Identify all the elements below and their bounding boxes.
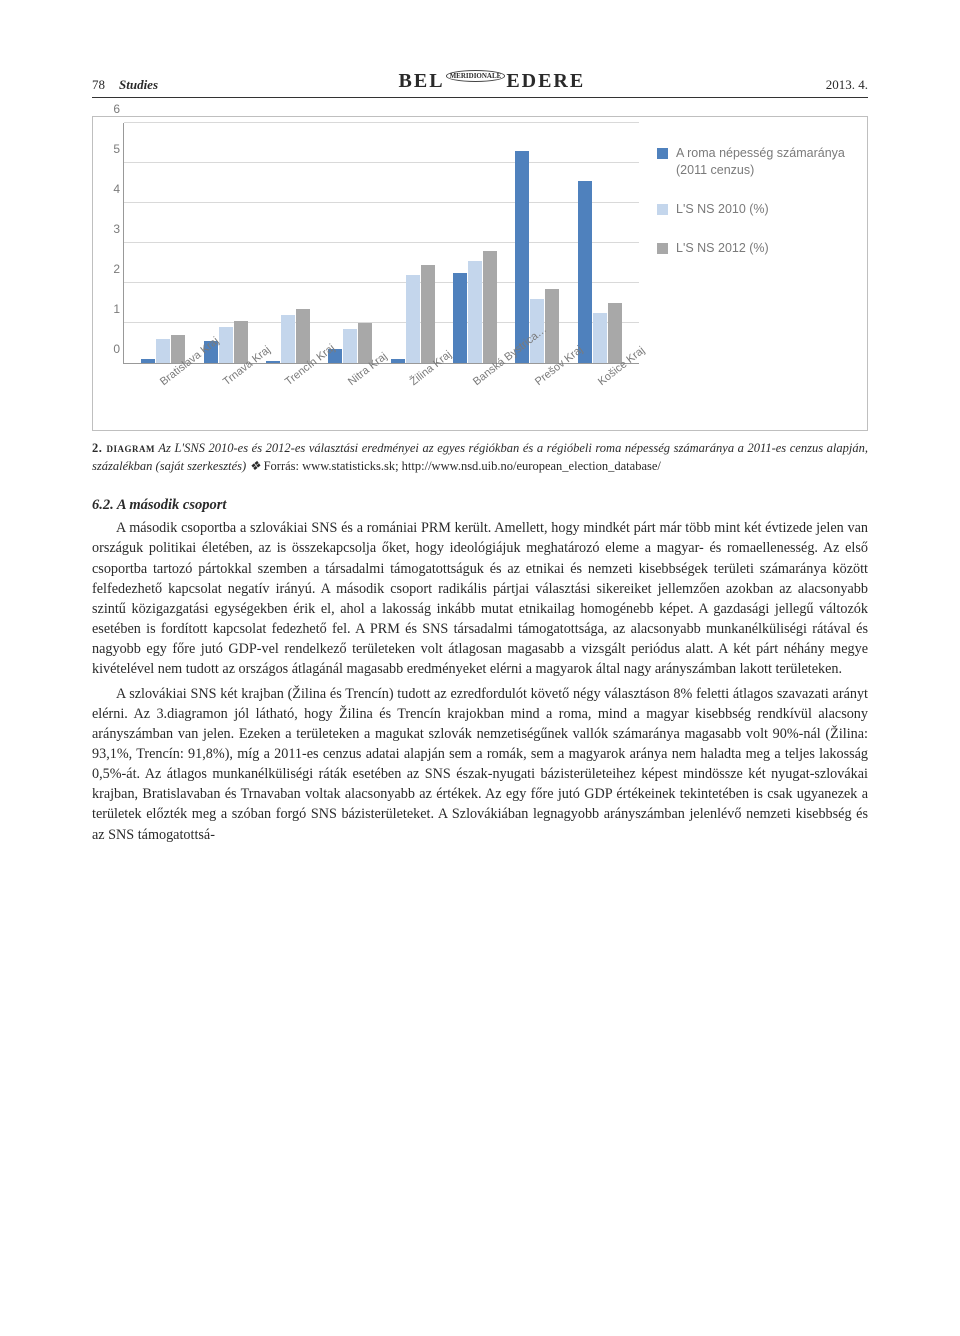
bar	[593, 313, 607, 363]
bar	[266, 361, 280, 363]
x-tick-label: Nitra Kraj	[346, 370, 393, 424]
legend-swatch	[657, 204, 668, 215]
bar	[281, 315, 295, 363]
legend-item: L'S NS 2010 (%)	[657, 201, 857, 218]
bar	[219, 327, 233, 363]
bar-chart: 0123456 Bratislava Kraj Trnava Kraj Trencí…	[92, 116, 868, 431]
bar-cluster	[141, 335, 185, 363]
bars-row	[132, 123, 631, 363]
bar	[343, 329, 357, 363]
legend-item: A roma népesség számaránya (2011 cenzus)	[657, 145, 857, 179]
journal-sup: MERIDIONALE	[446, 70, 506, 82]
x-tick-label: Žilina Kraj	[408, 370, 455, 424]
y-tick-label: 5	[104, 142, 120, 156]
bar	[515, 151, 529, 363]
y-tick-label: 4	[104, 182, 120, 196]
bar	[156, 339, 170, 363]
plot-area: 0123456	[123, 123, 639, 364]
plot-column: 0123456 Bratislava Kraj Trnava Kraj Trencí…	[99, 123, 639, 428]
bar-cluster	[328, 323, 372, 363]
journal-name-part2: EDERE	[506, 70, 585, 92]
bar-cluster	[391, 265, 435, 363]
x-tick-label: Košice Kraj	[596, 370, 643, 424]
body-paragraph: A szlovákiai SNS két krajban (Žilina és …	[92, 684, 868, 845]
x-tick-label: Banská Bystrica…	[471, 370, 518, 424]
x-axis-labels: Bratislava Kraj Trnava Kraj Trencín Kraj Ni…	[123, 364, 639, 428]
body-paragraph: A második csoportba a szlovákiai SNS és …	[92, 518, 868, 679]
bar	[358, 323, 372, 363]
legend-swatch	[657, 148, 668, 159]
legend-item: L'S NS 2012 (%)	[657, 240, 857, 257]
y-tick-label: 0	[104, 342, 120, 356]
y-tick-label: 2	[104, 262, 120, 276]
bar	[578, 181, 592, 363]
y-tick-label: 6	[104, 102, 120, 116]
x-tick-label: Trnava Kraj	[221, 370, 268, 424]
y-tick-label: 1	[104, 302, 120, 316]
chart-inner: 0123456 Bratislava Kraj Trnava Kraj Trencí…	[99, 123, 861, 428]
legend-label: A roma népesség számaránya (2011 cenzus)	[676, 145, 857, 179]
bar	[234, 321, 248, 363]
section-heading: 6.2. A második csoport	[92, 497, 868, 514]
bar	[296, 309, 310, 363]
caption-source: Forrás: www.statisticks.sk; http://www.n…	[264, 459, 661, 473]
page-number: 78	[92, 77, 105, 93]
bar	[141, 359, 155, 363]
journal-page: 78 Studies BELMERIDIONALEEDERE 2013. 4. …	[0, 0, 960, 1336]
legend-label: L'S NS 2012 (%)	[676, 240, 769, 257]
running-head: 78 Studies BELMERIDIONALEEDERE 2013. 4.	[92, 70, 868, 98]
x-tick-label: Trencín Kraj	[283, 370, 330, 424]
journal-title: BELMERIDIONALEEDERE	[158, 70, 826, 93]
bar	[406, 275, 420, 363]
bar	[483, 251, 497, 363]
y-tick-label: 3	[104, 222, 120, 236]
section-name: Studies	[119, 77, 158, 93]
bar-cluster	[578, 181, 622, 363]
runhead-left: 78 Studies	[92, 77, 158, 93]
chart-legend: A roma népesség számaránya (2011 cenzus)…	[639, 123, 861, 428]
figure-caption: 2. diagram Az L'SNS 2010-es és 2012-es v…	[92, 439, 868, 475]
x-tick-label: Prešov Kraj	[533, 370, 580, 424]
bar	[545, 289, 559, 363]
bar	[453, 273, 467, 363]
bar	[421, 265, 435, 363]
bar	[608, 303, 622, 363]
caption-lead: 2. diagram	[92, 441, 155, 455]
issue-label: 2013. 4.	[826, 77, 868, 93]
journal-name-part1: BEL	[399, 70, 445, 92]
legend-label: L'S NS 2010 (%)	[676, 201, 769, 218]
bar-cluster	[453, 251, 497, 363]
legend-swatch	[657, 243, 668, 254]
bar	[468, 261, 482, 363]
bar	[391, 359, 405, 363]
bar-cluster	[266, 309, 310, 363]
x-tick-label: Bratislava Kraj	[158, 370, 205, 424]
